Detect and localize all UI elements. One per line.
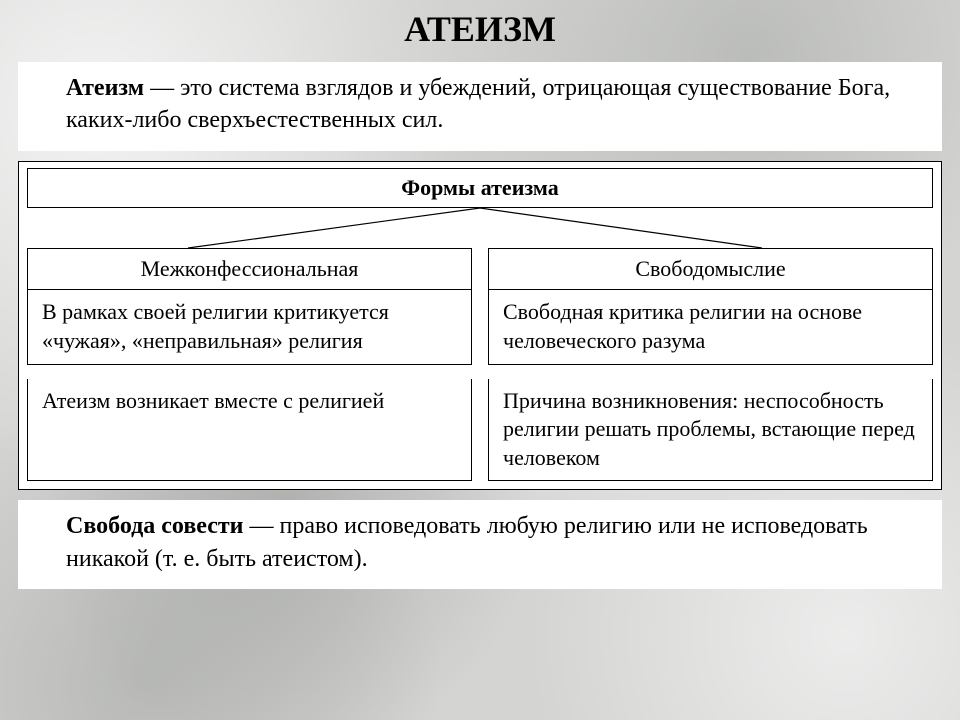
- bottom-right: Причина возникновения: неспособность рел…: [488, 379, 933, 482]
- term-freedom: Свобода совести: [66, 513, 244, 539]
- connector-svg: [27, 208, 933, 248]
- page-title: АТЕИЗМ: [0, 0, 960, 58]
- bottom-left: Атеизм возникает вместе с религией: [27, 379, 472, 482]
- headings-row: Межконфессиональная Свободомыслие: [27, 248, 933, 291]
- connector-line-left: [188, 208, 480, 248]
- col-right-heading: Свободомыслие: [488, 248, 933, 291]
- definition-freedom: Свобода совести — право исповедовать люб…: [18, 500, 942, 589]
- definition-atheism-text: это система взглядов и убеждений, отрица…: [66, 75, 890, 133]
- bottom-row: Атеизм возникает вместе с религией Причи…: [27, 379, 933, 482]
- definition-atheism: Атеизм — это система взглядов и убеждени…: [18, 62, 942, 151]
- connector-line-right: [480, 208, 762, 248]
- branch-connector: [27, 208, 933, 248]
- dash: —: [144, 75, 180, 101]
- term-atheism: Атеизм: [66, 75, 144, 101]
- dash2: —: [244, 513, 280, 539]
- col-left-heading: Межконфессиональная: [27, 248, 472, 291]
- desc-row: В рамках своей религии критикуется «чужа…: [27, 290, 933, 364]
- forms-header: Формы атеизма: [27, 168, 933, 208]
- forms-diagram: Формы атеизма Межконфессиональная Свобод…: [18, 161, 942, 491]
- slide-content: АТЕИЗМ Атеизм — это система взглядов и у…: [0, 0, 960, 589]
- col-right-desc: Свободная критика религии на основе чело…: [488, 290, 933, 364]
- col-left-desc: В рамках своей религии критикуется «чужа…: [27, 290, 472, 364]
